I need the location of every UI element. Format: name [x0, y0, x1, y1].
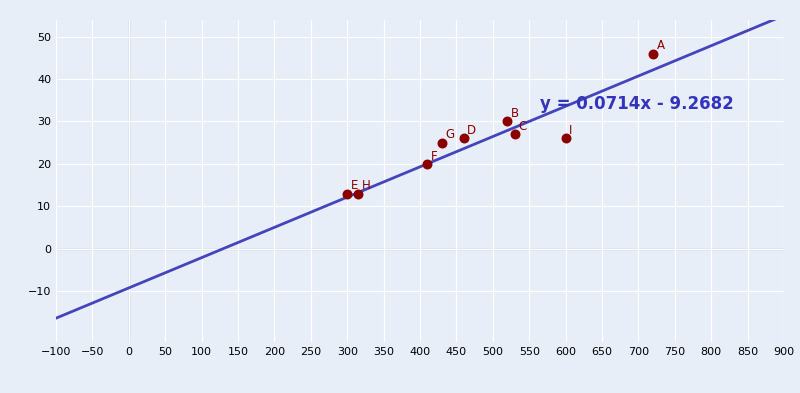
- Text: I: I: [570, 124, 573, 137]
- Point: [501, 118, 514, 125]
- Point: [646, 50, 659, 57]
- Text: F: F: [431, 150, 438, 163]
- Text: G: G: [446, 129, 454, 141]
- Point: [508, 131, 521, 137]
- Text: y = 0.0714x - 9.2682: y = 0.0714x - 9.2682: [540, 95, 734, 113]
- Point: [421, 161, 434, 167]
- Text: B: B: [511, 107, 519, 120]
- Text: A: A: [657, 39, 665, 52]
- Text: H: H: [362, 179, 370, 192]
- Point: [559, 135, 572, 141]
- Point: [341, 190, 354, 196]
- Text: D: D: [467, 124, 477, 137]
- Point: [435, 140, 448, 146]
- Point: [458, 135, 470, 141]
- Text: E: E: [351, 179, 358, 192]
- Point: [352, 190, 365, 196]
- Text: C: C: [518, 120, 526, 133]
